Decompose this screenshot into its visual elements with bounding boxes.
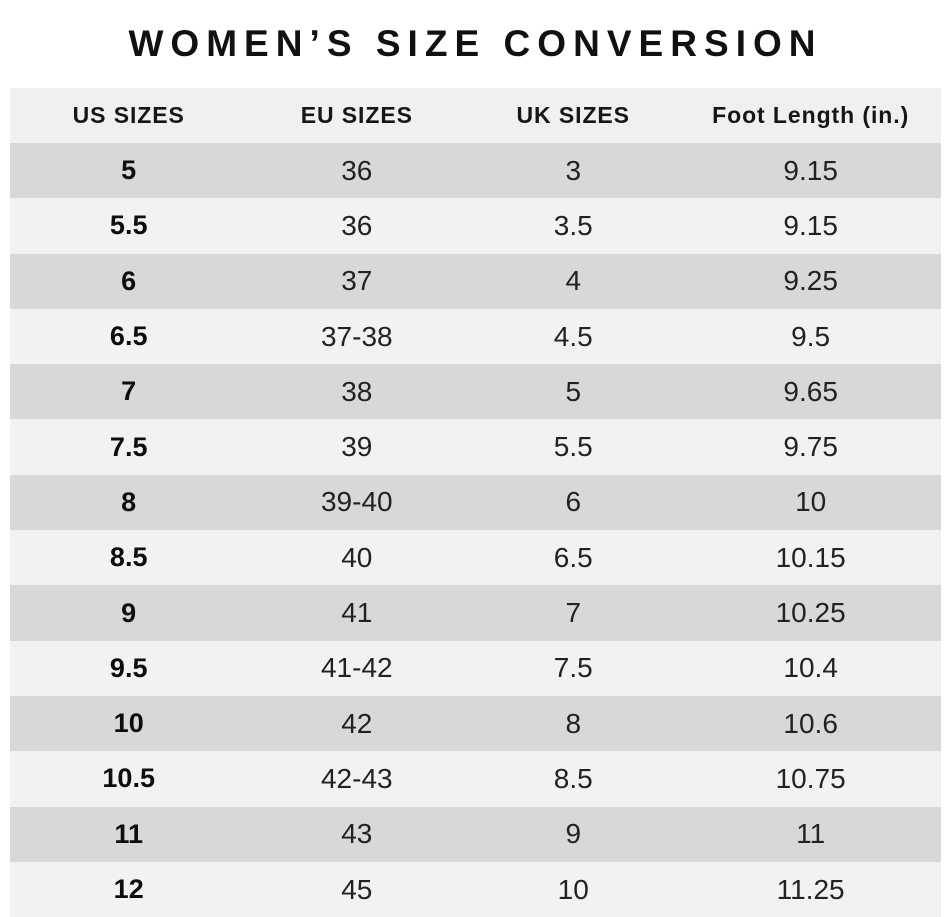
column-header-us-sizes: US SIZES bbox=[72, 102, 185, 128]
table-row: 6 37 4 9.25 bbox=[10, 253, 941, 309]
table-cell: 5 bbox=[565, 375, 582, 407]
table-cell: 9.5 bbox=[791, 320, 831, 352]
page-title: WOMEN’S SIZE CONVERSION bbox=[128, 23, 823, 64]
table-cell: 7 bbox=[565, 597, 582, 629]
table-cell: 9.75 bbox=[783, 431, 838, 463]
table-cell: 10.5 bbox=[102, 763, 155, 794]
table-row: 8 39-40 6 10 bbox=[10, 474, 941, 531]
table-row: 11 43 9 11 bbox=[10, 806, 941, 862]
table-cell: 8 bbox=[121, 486, 137, 517]
table-cell: 12 bbox=[113, 874, 144, 904]
table-body: 5 36 3 9.15 5.5 36 3.5 9.15 6 37 4 9.25 6.5 37-38 4.5 9… bbox=[10, 143, 941, 917]
table-row: 9.5 41-42 7.5 10.4 bbox=[10, 640, 941, 696]
table-cell: 6 bbox=[565, 486, 582, 518]
table-row: 5.5 36 3.5 9.15 bbox=[10, 198, 941, 254]
table-cell: 37-38 bbox=[320, 320, 393, 352]
table-cell: 7.5 bbox=[553, 652, 593, 684]
table-cell: 6 bbox=[121, 265, 137, 296]
column-header-foot-length: Foot Length (in.) bbox=[712, 102, 910, 128]
table-cell: 10.4 bbox=[783, 652, 838, 684]
column-header-eu-sizes: EU SIZES bbox=[300, 102, 413, 128]
table-cell: 10.75 bbox=[775, 762, 846, 794]
table-cell: 9.25 bbox=[783, 265, 838, 297]
table-cell: 8 bbox=[565, 707, 582, 739]
table-cell: 42 bbox=[341, 707, 373, 739]
table-row: 7 38 5 9.65 bbox=[10, 364, 941, 420]
table-cell: 10.6 bbox=[783, 707, 838, 739]
table-row: 5 36 3 9.15 bbox=[10, 143, 941, 199]
table-cell: 9.5 bbox=[109, 652, 148, 683]
table-row: 9 41 7 10.25 bbox=[10, 585, 941, 641]
table-cell: 11.25 bbox=[776, 873, 845, 905]
table-cell: 4.5 bbox=[553, 320, 593, 352]
table-cell: 6.5 bbox=[553, 541, 593, 573]
table-cell: 7 bbox=[121, 376, 137, 407]
table-cell: 36 bbox=[341, 154, 373, 186]
table-cell: 4 bbox=[565, 265, 582, 297]
table-cell: 8.5 bbox=[553, 762, 593, 794]
table-cell: 3 bbox=[565, 154, 582, 186]
table-row: 10.5 42-43 8.5 10.75 bbox=[10, 751, 941, 807]
table-cell: 10 bbox=[113, 708, 144, 739]
table-cell: 10.15 bbox=[775, 541, 846, 573]
table-row: 7.5 39 5.5 9.75 bbox=[10, 419, 941, 475]
table-cell: 6.5 bbox=[109, 321, 148, 352]
table-cell: 10 bbox=[557, 873, 589, 905]
title-bar: WOMEN’S SIZE CONVERSION bbox=[0, 0, 951, 88]
column-header-uk-sizes: UK SIZES bbox=[516, 102, 630, 128]
table-cell: 8.5 bbox=[109, 542, 148, 573]
table-cell: 42-43 bbox=[320, 762, 393, 794]
table-cell: 9 bbox=[565, 818, 582, 850]
table-cell: 36 bbox=[341, 209, 373, 241]
table-cell: 9.15 bbox=[783, 209, 838, 241]
table-cell: 45 bbox=[341, 873, 373, 905]
table-cell: 10 bbox=[795, 486, 827, 518]
table-cell: 11 bbox=[796, 818, 826, 850]
table-cell: 5.5 bbox=[553, 431, 593, 463]
table-row: 6.5 37-38 4.5 9.5 bbox=[10, 308, 941, 365]
table-row: 8.5 40 6.5 10.15 bbox=[10, 530, 941, 586]
table-cell: 5 bbox=[121, 155, 137, 186]
table-cell: 5.5 bbox=[109, 210, 148, 241]
table-cell: 9 bbox=[121, 597, 137, 628]
table-row: 12 45 10 11.25 bbox=[10, 861, 941, 917]
table-cell: 37 bbox=[341, 265, 373, 297]
table-cell: 7.5 bbox=[109, 431, 148, 462]
table-cell: 3.5 bbox=[553, 209, 593, 241]
table-cell: 10.25 bbox=[775, 597, 846, 629]
size-conversion-table: US SIZES EU SIZES UK SIZES Foot Length (… bbox=[10, 88, 941, 917]
table-cell: 9.65 bbox=[783, 375, 838, 407]
table-cell: 39-40 bbox=[320, 486, 393, 518]
table-cell: 38 bbox=[341, 375, 373, 407]
table-row: 10 42 8 10.6 bbox=[10, 695, 941, 752]
table-header-row: US SIZES EU SIZES UK SIZES Foot Length (… bbox=[10, 88, 941, 143]
table-cell: 41 bbox=[341, 597, 373, 629]
table-cell: 39 bbox=[341, 431, 373, 463]
table-cell: 11 bbox=[114, 818, 143, 849]
table-cell: 9.15 bbox=[783, 154, 838, 186]
table-cell: 40 bbox=[341, 541, 373, 573]
table-cell: 41-42 bbox=[320, 652, 393, 684]
table-header: US SIZES EU SIZES UK SIZES Foot Length (… bbox=[10, 88, 941, 143]
table-cell: 43 bbox=[341, 818, 373, 850]
